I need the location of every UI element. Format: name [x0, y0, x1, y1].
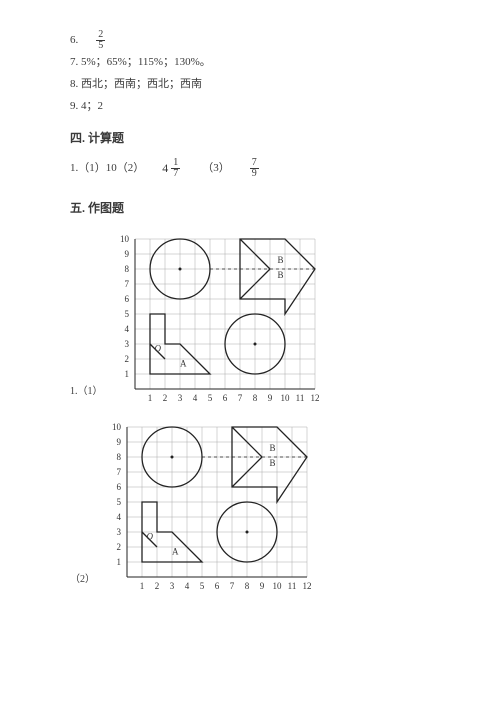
svg-text:6: 6	[124, 294, 129, 304]
svg-text:5: 5	[207, 393, 212, 403]
svg-text:3: 3	[124, 339, 129, 349]
svg-text:7: 7	[237, 393, 242, 403]
svg-text:4: 4	[185, 581, 190, 591]
svg-text:B: B	[277, 270, 283, 280]
figure-2-label: （2）	[70, 571, 95, 589]
svg-text:9: 9	[260, 581, 265, 591]
svg-text:7: 7	[230, 581, 235, 591]
svg-text:9: 9	[117, 437, 122, 447]
svg-text:1: 1	[117, 557, 122, 567]
calc-q1: 1.（1）10（2） 4 1 7 （3） 7 9	[70, 158, 440, 180]
svg-text:8: 8	[252, 393, 257, 403]
svg-text:B: B	[270, 458, 276, 468]
svg-text:9: 9	[124, 249, 129, 259]
figure-2-row: （2） 12345678910111212345678910AOBB	[70, 417, 440, 595]
svg-text:4: 4	[124, 324, 129, 334]
svg-text:10: 10	[280, 393, 290, 403]
svg-text:6: 6	[117, 482, 122, 492]
answer-6-fraction: 2 5	[96, 30, 105, 51]
figure-1-label: 1.（1）	[70, 383, 103, 401]
svg-text:6: 6	[222, 393, 227, 403]
svg-text:6: 6	[215, 581, 220, 591]
answer-6: 6. 2 5	[70, 30, 440, 51]
svg-text:5: 5	[200, 581, 205, 591]
svg-text:8: 8	[245, 581, 250, 591]
svg-text:3: 3	[177, 393, 182, 403]
svg-text:4: 4	[192, 393, 197, 403]
answer-9: 9. 4；2	[70, 97, 440, 117]
svg-text:2: 2	[117, 542, 122, 552]
svg-text:11: 11	[288, 581, 297, 591]
svg-text:5: 5	[124, 309, 129, 319]
svg-text:10: 10	[120, 234, 130, 244]
svg-text:7: 7	[117, 467, 122, 477]
svg-text:5: 5	[117, 497, 122, 507]
svg-text:9: 9	[267, 393, 272, 403]
answer-6-label: 6.	[70, 31, 78, 51]
svg-text:1: 1	[124, 369, 129, 379]
svg-text:3: 3	[117, 527, 122, 537]
grid-figure-1: 12345678910111212345678910AOBB	[111, 229, 331, 407]
svg-text:12: 12	[310, 393, 319, 403]
svg-text:4: 4	[117, 512, 122, 522]
mixed-fraction: 4 1 7	[162, 158, 182, 180]
answer-7: 7. 5%；65%；115%；130%。	[70, 53, 440, 73]
svg-text:1: 1	[147, 393, 152, 403]
section-4-title: 四. 计算题	[70, 128, 440, 150]
svg-text:7: 7	[124, 279, 129, 289]
svg-text:O: O	[154, 344, 161, 354]
svg-text:2: 2	[155, 581, 160, 591]
section-5-title: 五. 作图题	[70, 198, 440, 220]
svg-text:10: 10	[273, 581, 283, 591]
svg-text:10: 10	[112, 422, 122, 432]
svg-text:3: 3	[170, 581, 175, 591]
svg-text:8: 8	[124, 264, 129, 274]
svg-text:1: 1	[140, 581, 145, 591]
svg-text:8: 8	[117, 452, 122, 462]
svg-text:12: 12	[303, 581, 312, 591]
svg-text:2: 2	[124, 354, 129, 364]
svg-text:2: 2	[162, 393, 167, 403]
svg-text:11: 11	[295, 393, 304, 403]
svg-text:A: A	[180, 359, 187, 369]
svg-text:A: A	[172, 547, 179, 557]
grid-figure-2: 12345678910111212345678910AOBB	[103, 417, 323, 595]
svg-text:B: B	[277, 255, 283, 265]
figure-1-row: 1.（1） 12345678910111212345678910AOBB	[70, 229, 440, 407]
fraction-7-9: 7 9	[250, 158, 259, 179]
svg-text:B: B	[270, 443, 276, 453]
svg-text:O: O	[147, 532, 154, 542]
answer-8: 8. 西北；西南；西北；西南	[70, 75, 440, 95]
